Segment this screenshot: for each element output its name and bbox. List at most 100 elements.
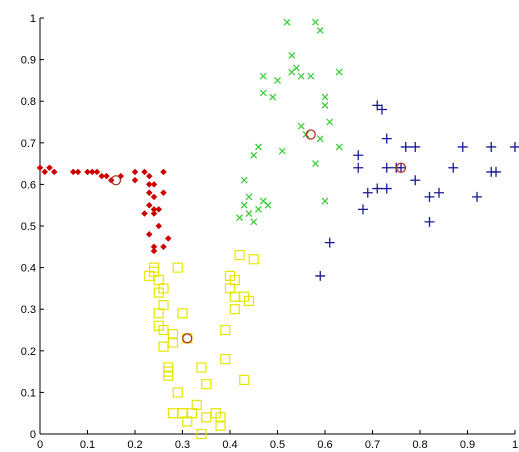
data-point bbox=[177, 408, 188, 419]
data-point bbox=[486, 141, 497, 152]
data-point bbox=[321, 197, 329, 205]
data-point bbox=[160, 168, 167, 176]
data-point bbox=[377, 104, 387, 115]
data-point bbox=[410, 175, 421, 186]
centroid-markers bbox=[110, 129, 407, 344]
data-point bbox=[224, 283, 236, 294]
data-point bbox=[316, 27, 324, 34]
data-point bbox=[158, 299, 169, 311]
y-tick-label: 0.6 bbox=[21, 179, 36, 191]
x-axis-ticks: 0 0.1 0.2 0.3 0.4 0.5 0.6 0.7 0.8 0.9 1 bbox=[37, 430, 518, 451]
data-point bbox=[457, 141, 468, 152]
data-point bbox=[472, 191, 482, 202]
x-tick-label: 0.2 bbox=[127, 439, 142, 451]
data-point bbox=[372, 100, 383, 111]
data-point bbox=[145, 189, 153, 197]
centroid-point bbox=[182, 333, 193, 344]
series-x bbox=[236, 18, 343, 226]
data-point bbox=[93, 168, 101, 176]
data-point bbox=[155, 222, 163, 230]
data-point bbox=[177, 408, 188, 419]
data-point bbox=[278, 147, 286, 155]
data-point bbox=[234, 250, 245, 261]
data-point bbox=[255, 143, 262, 151]
data-point bbox=[36, 164, 44, 172]
data-point bbox=[264, 201, 272, 209]
y-tick-label: 0.9 bbox=[21, 55, 36, 67]
x-tick-label: 1 bbox=[512, 439, 518, 451]
x-tick-label: 0.3 bbox=[175, 439, 190, 451]
data-point bbox=[153, 274, 164, 286]
data-point bbox=[283, 18, 291, 26]
data-point bbox=[259, 72, 267, 80]
data-point bbox=[236, 214, 243, 222]
data-point bbox=[182, 416, 193, 427]
data-point bbox=[362, 187, 373, 198]
data-point bbox=[381, 162, 392, 173]
data-point bbox=[424, 191, 435, 202]
y-tick-label: 0.8 bbox=[21, 96, 36, 108]
data-point bbox=[215, 412, 226, 423]
data-point bbox=[250, 218, 258, 226]
data-point bbox=[510, 141, 519, 152]
data-point bbox=[307, 72, 315, 80]
data-point bbox=[229, 291, 240, 302]
data-point bbox=[335, 68, 343, 76]
data-point bbox=[229, 304, 240, 315]
y-tick-label: 1 bbox=[30, 13, 36, 25]
y-tick-label: 0.2 bbox=[21, 346, 36, 358]
x-tick-label: 0.5 bbox=[270, 439, 285, 451]
x-tick-label: 0.9 bbox=[460, 439, 475, 451]
data-point bbox=[424, 216, 435, 227]
data-point bbox=[245, 210, 253, 217]
data-point bbox=[396, 162, 406, 173]
x-tick-label: 0.4 bbox=[222, 439, 237, 451]
data-point bbox=[150, 181, 158, 188]
data-point bbox=[312, 160, 319, 168]
data-point bbox=[400, 141, 411, 152]
data-point bbox=[220, 324, 231, 336]
data-point bbox=[155, 206, 163, 213]
data-point bbox=[326, 118, 334, 126]
data-point bbox=[196, 428, 207, 440]
data-point bbox=[269, 93, 277, 101]
data-point bbox=[177, 308, 188, 319]
data-point bbox=[141, 168, 148, 176]
data-point bbox=[274, 76, 281, 84]
data-point bbox=[201, 378, 212, 390]
data-point bbox=[335, 143, 343, 151]
y-tick-label: 0.7 bbox=[21, 138, 36, 150]
data-point bbox=[410, 141, 421, 152]
data-point bbox=[164, 235, 172, 242]
centroid-point bbox=[395, 162, 407, 173]
y-tick-label: 0.4 bbox=[21, 263, 36, 275]
data-point bbox=[158, 341, 169, 352]
data-point bbox=[220, 354, 231, 365]
data-point bbox=[297, 72, 305, 80]
data-point bbox=[150, 247, 158, 255]
data-point bbox=[167, 337, 179, 348]
data-point bbox=[145, 172, 153, 180]
data-point bbox=[215, 420, 226, 431]
data-point bbox=[316, 135, 324, 143]
data-point bbox=[172, 262, 183, 273]
data-point bbox=[372, 183, 383, 194]
data-point bbox=[248, 254, 259, 265]
data-point bbox=[103, 172, 110, 180]
data-point bbox=[196, 362, 207, 373]
data-point bbox=[69, 168, 77, 176]
data-point bbox=[250, 151, 258, 159]
data-point bbox=[297, 122, 305, 130]
data-point bbox=[145, 181, 153, 188]
data-point bbox=[381, 183, 392, 194]
data-point bbox=[288, 52, 296, 59]
series-plus bbox=[315, 100, 519, 281]
data-point bbox=[150, 210, 158, 217]
centroid-point bbox=[110, 175, 122, 186]
data-point bbox=[98, 172, 106, 180]
data-point bbox=[229, 274, 240, 286]
data-point bbox=[131, 176, 139, 184]
data-point bbox=[353, 150, 364, 161]
data-point bbox=[160, 189, 167, 197]
